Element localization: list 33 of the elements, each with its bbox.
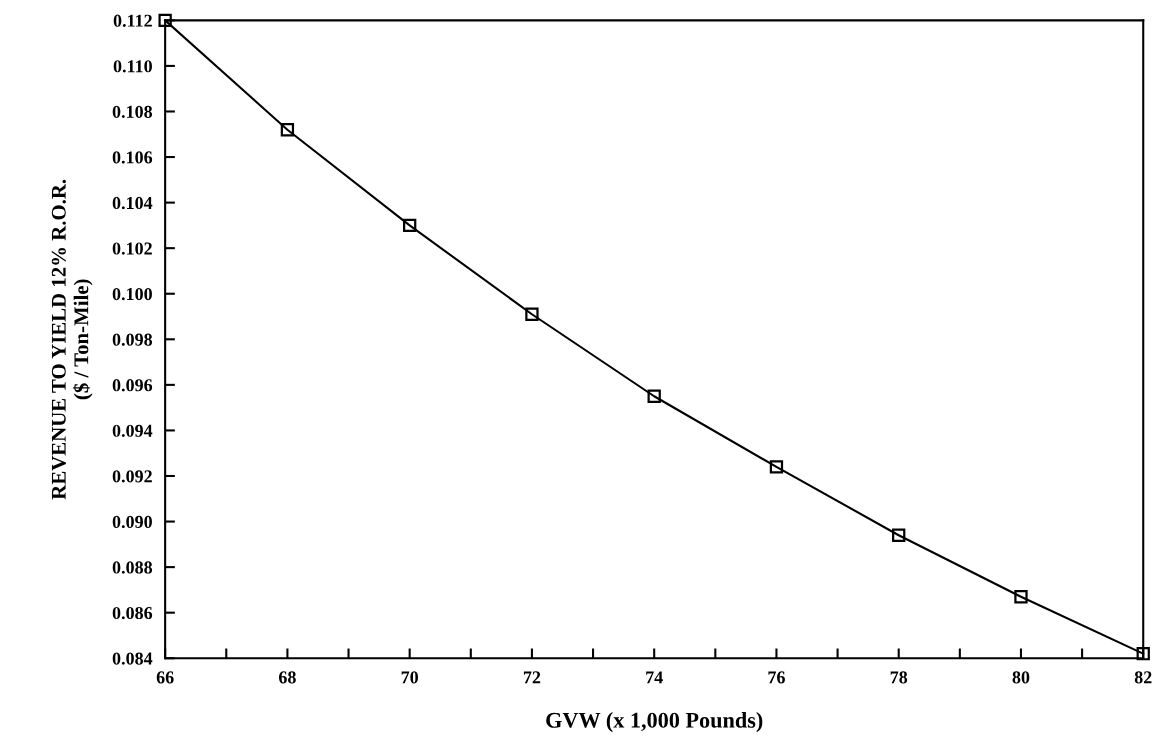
- y-tick-label: 0.092: [112, 470, 152, 483]
- y-tick-label: 0.112: [113, 14, 152, 27]
- y-tick-label: 0.090: [112, 515, 152, 529]
- y-tick-label: 0.106: [112, 151, 153, 164]
- y-tick-label: 0.100: [112, 287, 152, 301]
- y-tick-label: 0.104: [112, 196, 153, 210]
- x-tick-label: 78: [890, 671, 908, 684]
- y-tick-label: 0.102: [112, 242, 152, 255]
- y-tick-label: 0.084: [112, 652, 153, 665]
- y-tick-label: 0.108: [112, 105, 153, 119]
- point: [647, 389, 661, 403]
- x-tick-label: 72: [523, 671, 541, 684]
- point: [1014, 590, 1028, 604]
- point: [892, 528, 906, 542]
- point: [525, 307, 539, 321]
- x-tick-label: 68: [279, 671, 296, 684]
- x-tick-label: 76: [768, 671, 785, 684]
- y-tick-label: 0.098: [112, 333, 153, 346]
- y-axis-title: REVENUE TO YIELD 12% R.O.R. ($ / Ton-Mile): [51, 179, 93, 500]
- x-tick-label: 66: [156, 671, 174, 684]
- point: [280, 123, 295, 137]
- y-tick-label: 0.110: [113, 60, 152, 73]
- x-tick-label: 74: [646, 671, 663, 684]
- x-tick-label: 70: [401, 671, 419, 684]
- y-tick-label: 0.094: [112, 424, 153, 437]
- y-tick-label: 0.096: [112, 379, 153, 392]
- x-tick-label: 82: [1134, 671, 1152, 684]
- point: [769, 460, 784, 474]
- y-tick-label: 0.086: [112, 606, 153, 620]
- x-axis-title: GVW (x 1,000 Pounds): [546, 712, 763, 733]
- point: [403, 218, 417, 233]
- y-tick-label: 0.088: [112, 561, 153, 574]
- x-tick-label: 80: [1012, 671, 1030, 684]
